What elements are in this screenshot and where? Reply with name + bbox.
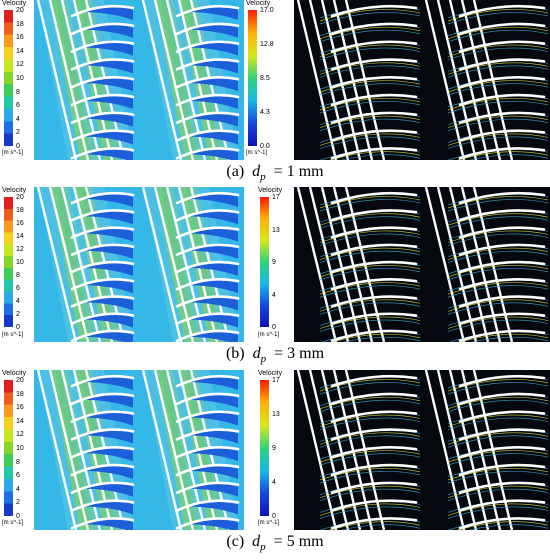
caption-tag: (b) (225, 345, 245, 362)
legend-tick-label: 20 (16, 7, 24, 14)
legend-tick-label: 17 (272, 194, 280, 201)
legend-tick-label: 2 (16, 311, 20, 318)
legend-tick-label: 14 (16, 233, 24, 240)
colorbar (4, 197, 13, 327)
caption-subscript: p (260, 353, 267, 366)
legend-unit: [m s^-1] (2, 150, 24, 156)
legend-tick-label: 13 (272, 411, 280, 418)
legend-tick-label: 0 (272, 324, 276, 331)
legend-tick-label: 12.8 (260, 41, 274, 48)
legend-tick-label: 2 (16, 129, 20, 137)
legend-tick-label: 18 (16, 207, 24, 214)
legend-title: Velocity (258, 187, 283, 194)
velocity-contour-field (34, 187, 244, 342)
left-legend-a: Velocity [m s^-1] 20 18 16 14 12 10 8 6 4 2 0 (2, 0, 36, 160)
legend-unit: [m s^-1] (258, 520, 280, 526)
legend-tick-label: 20 (16, 377, 24, 384)
caption-value: = 5 mm (273, 533, 324, 550)
legend-tick-label: 8 (16, 458, 20, 466)
legend-tick-label: 13 (272, 226, 280, 234)
left-legend-b: Velocity [m s^-1] 20 18 16 14 12 10 8 6 4 2 0 (2, 187, 36, 342)
legend-tick-label: 8 (16, 272, 20, 279)
legend-title: Velocity (246, 0, 271, 7)
caption-tag: (c) (226, 533, 245, 550)
caption-value: = 3 mm (274, 345, 325, 362)
legend-tick-label: 6 (16, 472, 20, 480)
streamline-plot-c (294, 370, 550, 530)
legend-tick-label: 6 (16, 285, 20, 292)
legend-title: Velocity (2, 370, 27, 377)
legend-tick-label: 16 (16, 34, 24, 42)
legend-tick-label: 0 (16, 143, 20, 150)
caption-subscript: p (260, 171, 266, 184)
streamline-plot-b (294, 187, 550, 342)
legend-tick-label: 4 (16, 115, 20, 123)
right-legend-a: Velocity [m s^-1] 17.0 12.8 8.5 4.3 0.0 (246, 0, 280, 160)
caption-c: (c) dp = 5 mm (0, 533, 550, 553)
caption-value: = 1 mm (273, 163, 324, 180)
caption-symbol: d (252, 163, 261, 180)
caption-b: (b) dp = 3 mm (0, 345, 550, 365)
caption-subscript: p (260, 541, 266, 554)
legend-tick-label: 6 (16, 102, 20, 110)
colorbar (4, 380, 13, 516)
legend-tick-label: 0 (16, 513, 20, 520)
colorbar (248, 10, 257, 146)
streamline-plot-a (294, 0, 550, 160)
right-legend-b: Velocity [m s^-1] 17 13 9 4 0 (258, 187, 292, 342)
legend-unit: [m s^-1] (258, 332, 280, 338)
legend-tick-label: 4 (16, 485, 20, 493)
caption-symbol: d (252, 345, 261, 362)
streamline-field (294, 370, 550, 530)
legend-tick-label: 12 (16, 246, 24, 253)
legend-tick-label: 4.3 (260, 109, 270, 116)
right-legend-c: Velocity [m s^-1] 17 13 9 4 0 (258, 370, 292, 530)
left-legend-c: Velocity [m s^-1] 20 18 16 14 12 10 8 6 4 2 0 (2, 370, 36, 530)
legend-tick-label: 17 (272, 377, 280, 384)
legend-tick-label: 14 (16, 417, 24, 425)
colorbar (260, 197, 269, 327)
legend-tick-label: 20 (16, 194, 24, 201)
legend-tick-label: 8.5 (260, 75, 270, 82)
contour-plot-a (34, 0, 244, 160)
velocity-contour-field (34, 0, 244, 160)
legend-tick-label: 10 (16, 259, 24, 266)
legend-tick-label: 8 (16, 88, 20, 96)
legend-tick-label: 18 (16, 390, 24, 398)
legend-tick-label: 2 (16, 499, 20, 507)
velocity-contour-field (34, 370, 244, 530)
legend-tick-label: 0 (272, 513, 276, 520)
legend-tick-label: 4 (272, 291, 276, 299)
caption-symbol: d (252, 533, 261, 550)
contour-plot-b (34, 187, 244, 342)
legend-tick-label: 12 (16, 61, 24, 69)
legend-title: Velocity (2, 0, 27, 7)
contour-plot-c (34, 370, 244, 530)
legend-tick-label: 18 (16, 20, 24, 28)
colorbar (4, 10, 13, 146)
legend-tick-label: 0.0 (260, 143, 270, 150)
legend-tick-label: 12 (16, 431, 24, 439)
legend-tick-label: 0 (16, 324, 20, 331)
legend-tick-label: 9 (272, 259, 276, 266)
legend-unit: [m s^-1] (2, 520, 24, 526)
legend-tick-label: 4 (16, 298, 20, 305)
streamline-field (294, 0, 550, 160)
legend-tick-label: 16 (16, 404, 24, 412)
legend-tick-label: 17.0 (260, 7, 274, 14)
legend-unit: [m s^-1] (2, 332, 24, 338)
legend-tick-label: 10 (16, 445, 24, 452)
legend-tick-label: 16 (16, 220, 24, 227)
legend-title: Velocity (258, 370, 283, 377)
legend-title: Velocity (2, 187, 27, 194)
legend-tick-label: 14 (16, 47, 24, 55)
caption-a: (a) dp = 1 mm (0, 163, 550, 183)
legend-unit: [m s^-1] (246, 150, 268, 156)
legend-tick-label: 10 (16, 75, 24, 82)
caption-tag: (a) (226, 163, 245, 180)
legend-tick-label: 9 (272, 445, 276, 452)
colorbar (260, 380, 269, 516)
legend-tick-label: 4 (272, 479, 276, 486)
streamline-field (294, 187, 550, 342)
